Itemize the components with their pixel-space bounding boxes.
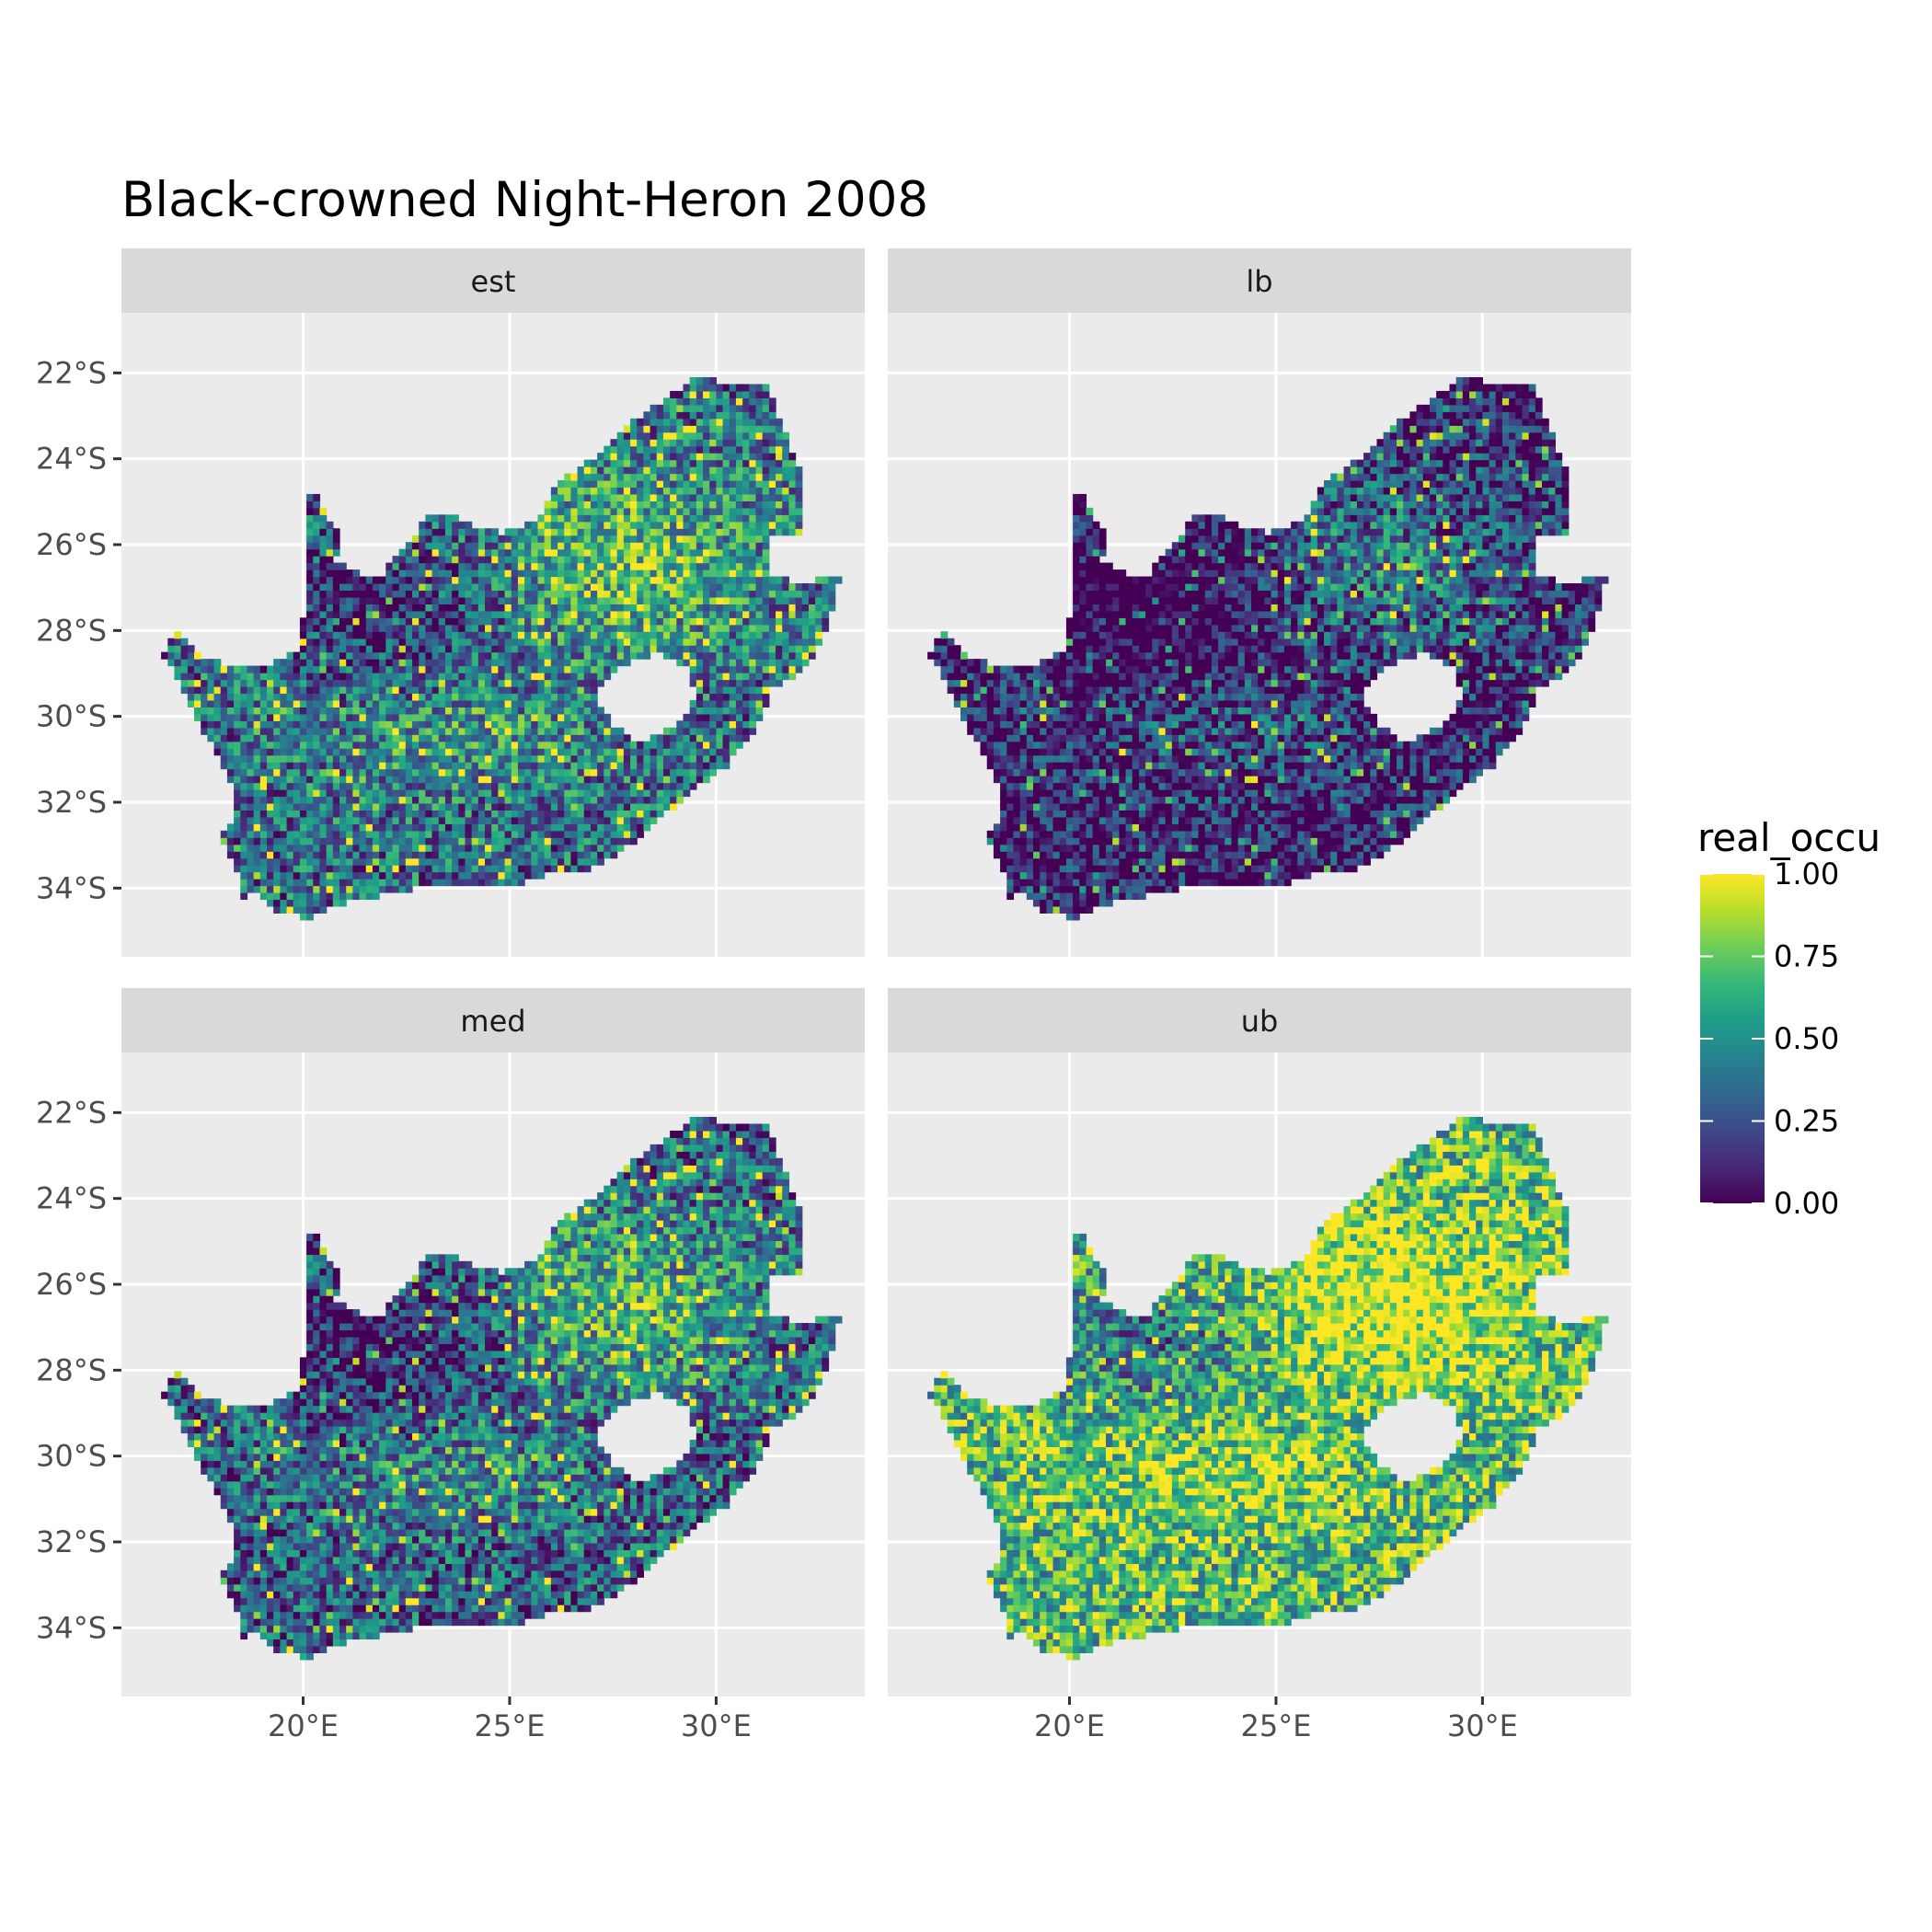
y-tick-label: 32°S (36, 785, 107, 820)
legend-label: 0.25 (1774, 1104, 1839, 1139)
plot-title: Black-crowned Night-Heron 2008 (121, 172, 928, 228)
color-legend: real_occu 1.00 0.75 0.50 0.25 0.00 (1697, 815, 1880, 1221)
x-tick-label: 20°E (268, 1708, 339, 1743)
y-tick-label: 32°S (36, 1524, 107, 1559)
legend-label: 0.50 (1774, 1021, 1839, 1056)
facet-strip-label: lb (1246, 264, 1272, 299)
x-tick-label: 30°E (681, 1708, 752, 1743)
y-tick-label: 26°S (36, 527, 107, 562)
y-tick-label: 24°S (36, 1181, 107, 1216)
x-tick-label: 30°E (1447, 1708, 1518, 1743)
y-tick-label: 30°S (36, 1439, 107, 1474)
legend-label: 0.75 (1774, 939, 1839, 974)
y-tick-label: 22°S (36, 355, 107, 390)
y-tick-label: 22°S (36, 1095, 107, 1130)
facet-strip-label: est (471, 264, 516, 299)
x-tick-label: 25°E (1240, 1708, 1311, 1743)
y-tick-label: 28°S (36, 613, 107, 648)
legend-label: 1.00 (1774, 857, 1839, 891)
facet-strip-label: ub (1241, 1004, 1279, 1039)
y-tick-label: 26°S (36, 1267, 107, 1302)
y-tick-label: 34°S (36, 870, 107, 905)
facet-panel-lb: lb (888, 248, 1631, 957)
legend-title: real_occu (1697, 815, 1880, 860)
facet-panel-ub: ub 20°E 25°E 30°E (888, 988, 1631, 1743)
x-tick-label: 25°E (474, 1708, 545, 1743)
y-tick-label: 34°S (36, 1610, 107, 1645)
facet-panels: est 22°S 24°S 26°S 28°S 30°S 32°S 34°S lb med 22°S… (36, 248, 1631, 1743)
legend-label: 0.00 (1774, 1186, 1839, 1221)
y-tick-label: 24°S (36, 442, 107, 477)
facet-panel-est: est 22°S 24°S 26°S 28°S 30°S 32°S 34°S (36, 248, 865, 957)
y-tick-label: 30°S (36, 699, 107, 734)
y-tick-label: 28°S (36, 1352, 107, 1387)
facet-strip-label: med (460, 1004, 525, 1039)
facet-panel-med: med 22°S 24°S 26°S 28°S 30°S 32°S 34°S 20°E 25°E 3… (36, 988, 865, 1743)
x-tick-label: 20°E (1034, 1708, 1105, 1743)
